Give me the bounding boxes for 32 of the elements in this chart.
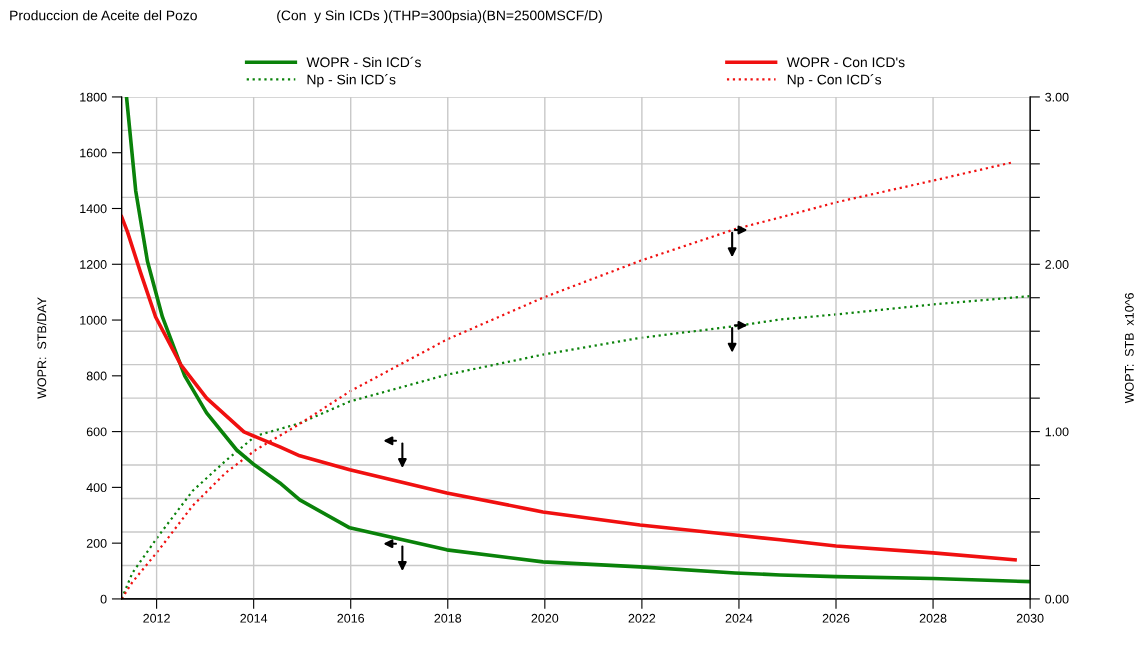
x-tick-label: 2026 [822,613,850,623]
chart-subtitle: (Con y Sin ICDs )(THP=300psia)(BN=2500MSCF/D) [277,10,602,24]
legend-label: Np - Sin ICD´s [307,74,396,88]
x-tick-label: 2018 [434,613,462,623]
y-tick-label: 400 [86,483,107,493]
y-tick-label: 200 [86,538,107,548]
y2-tick-label: 3.00 [1045,92,1069,102]
legend-label: Np - Con ICD´s [787,74,882,88]
y2-axis-title: WOPT: STB x10^6 [1124,293,1134,404]
x-tick-label: 2024 [725,613,753,623]
y-tick-label: 800 [86,371,107,381]
legend-label: WOPR - Sin ICD´s [306,56,421,68]
chart-title: Produccion de Aceite del Pozo [10,10,197,21]
y2-tick-label: 1.00 [1045,427,1069,437]
y-tick-label: 1800 [80,92,107,102]
y-tick-label: 1000 [80,315,107,325]
x-tick-label: 2030 [1016,613,1044,623]
x-tick-label: 2012 [143,613,170,623]
y-tick-label: 1600 [80,148,107,158]
x-tick-label: 2028 [919,613,947,623]
x-tick-label: 2016 [337,613,365,623]
y2-tick-label: 0.00 [1045,594,1069,604]
legend-label: WOPR - Con ICD's [786,57,905,68]
x-tick-label: 2014 [240,613,268,623]
y-axis-title: WOPR: STB/DAY [37,297,47,399]
x-tick-label: 2022 [628,613,656,623]
y-tick-label: 600 [86,427,107,437]
x-tick-label: 2020 [531,613,559,623]
y-tick-label: 1200 [80,260,107,269]
y2-tick-label: 2.00 [1045,260,1069,269]
y-tick-label: 1400 [80,204,107,214]
y-tick-label: 0 [100,594,107,604]
